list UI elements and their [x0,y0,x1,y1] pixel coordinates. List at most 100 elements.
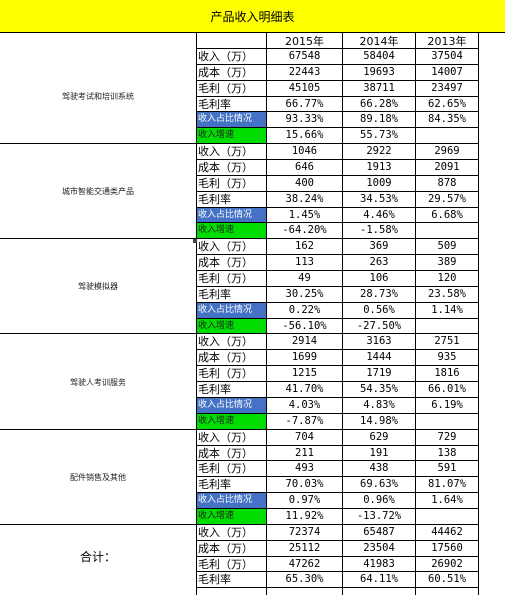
value-cell[interactable]: 629 [369,430,389,443]
row-label[interactable]: 收入占比情况 [197,397,266,413]
value-cell[interactable]: 878 [437,176,457,189]
value-cell[interactable] [416,319,478,334]
year-header-2013[interactable]: 2013年 [427,34,467,48]
value-cell[interactable]: 25112 [288,541,321,554]
value-cell[interactable]: 729 [437,430,457,443]
row-label[interactable]: 收入增速 [197,508,266,524]
fill-handle[interactable] [193,239,197,243]
value-cell[interactable]: 69.63% [360,478,398,491]
value-cell[interactable]: 11.92% [285,509,324,522]
value-cell[interactable]: 65487 [363,525,395,538]
value-cell[interactable]: 1816 [434,367,460,380]
value-cell[interactable]: 22443 [288,65,321,78]
row-label[interactable]: 收入占比情况 [197,302,266,318]
table-title[interactable]: 产品收入明细表 [0,0,505,33]
value-cell[interactable]: 263 [369,256,389,269]
row-label[interactable]: 毛利率 [198,287,231,301]
row-label[interactable]: 毛利率 [198,192,231,206]
value-cell[interactable]: 4.03% [288,398,321,411]
row-label[interactable]: 收入（万） [198,430,253,444]
value-cell[interactable]: 1444 [366,351,392,364]
value-cell[interactable] [416,509,478,524]
group-label[interactable]: 驾驶模拟器 [78,282,118,292]
value-cell[interactable]: -1.58% [360,224,398,237]
value-cell[interactable]: 23497 [431,81,463,94]
value-cell[interactable]: 66.77% [285,97,324,110]
row-label[interactable]: 毛利（万） [198,176,253,190]
group-label[interactable]: 驾驶考试和培训系统 [62,92,134,102]
value-cell[interactable]: 67548 [288,50,321,62]
value-cell[interactable]: 1913 [366,161,392,174]
row-label[interactable]: 毛利（万） [198,462,253,476]
row-label[interactable]: 收入占比情况 [197,493,266,508]
value-cell[interactable]: 1.64% [431,494,463,507]
value-cell[interactable]: -7.87% [285,414,324,427]
value-cell[interactable]: 89.18% [360,113,398,126]
value-cell[interactable]: 19693 [363,65,395,78]
value-cell[interactable]: 6.19% [431,398,463,411]
group-label[interactable]: 合计： [79,550,116,565]
value-cell[interactable] [416,414,478,429]
value-cell[interactable]: 2091 [434,161,460,174]
value-cell[interactable]: 1719 [366,367,392,380]
value-cell[interactable]: 28.73% [360,287,398,300]
value-cell[interactable]: 1046 [291,145,318,158]
value-cell[interactable]: 14007 [431,65,463,78]
value-cell[interactable]: 211 [295,446,314,459]
value-cell[interactable]: 41.70% [285,383,324,396]
value-cell[interactable]: -56.10% [282,319,327,332]
value-cell[interactable]: 60.51% [428,573,466,586]
value-cell[interactable]: 0.22% [288,303,321,316]
value-cell[interactable]: 37504 [431,50,463,62]
row-label[interactable]: 收入（万） [198,50,253,63]
row-label[interactable]: 毛利（万） [198,367,253,381]
value-cell[interactable] [416,223,478,238]
value-cell[interactable]: 0.96% [363,494,395,507]
value-cell[interactable]: 72374 [288,525,321,538]
value-cell[interactable]: 49 [298,272,311,285]
value-cell[interactable]: 4.83% [363,398,395,411]
value-cell[interactable]: 4.46% [363,208,395,221]
row-label[interactable]: 收入占比情况 [197,112,266,128]
value-cell[interactable]: 41983 [363,557,395,570]
value-cell[interactable]: 113 [295,256,314,269]
row-label[interactable]: 成本（万） [198,161,253,175]
value-cell[interactable]: 3163 [366,335,392,348]
row-label[interactable]: 收入（万） [198,525,253,539]
value-cell[interactable]: 1215 [291,367,318,380]
value-cell[interactable]: 14.98% [360,414,398,427]
value-cell[interactable]: 2969 [434,145,460,158]
value-cell[interactable]: 58404 [363,50,395,62]
value-cell[interactable]: 2922 [366,145,392,158]
year-header-2014[interactable]: 2014年 [359,34,399,48]
value-cell[interactable]: 47262 [288,557,321,570]
value-cell[interactable]: 62.65% [428,97,466,110]
value-cell[interactable]: 17560 [431,541,463,554]
value-cell[interactable]: 38711 [363,81,395,94]
value-cell[interactable]: 120 [437,272,457,285]
value-cell[interactable]: 591 [437,462,457,475]
value-cell[interactable]: 400 [295,176,314,189]
value-cell[interactable]: 369 [369,240,389,253]
row-label[interactable]: 毛利率 [198,478,231,492]
row-label[interactable]: 毛利率 [198,573,231,587]
row-label[interactable]: 收入（万） [198,335,253,349]
value-cell[interactable]: 65.30% [285,573,324,586]
year-header-2015[interactable]: 2015年 [285,34,324,48]
value-cell[interactable]: 162 [295,240,314,253]
row-label[interactable]: 成本（万） [198,256,253,270]
value-cell[interactable]: 34.53% [360,192,398,205]
value-cell[interactable]: -13.72% [356,509,402,522]
row-label[interactable]: 收入增速 [197,318,266,334]
value-cell[interactable]: 509 [437,240,457,253]
value-cell[interactable]: 646 [295,161,314,174]
value-cell[interactable]: 0.97% [288,494,321,507]
value-cell[interactable]: 1699 [291,351,318,364]
group-label[interactable]: 驾驶人考训服务 [70,377,126,387]
value-cell[interactable]: 191 [369,446,389,459]
row-label[interactable]: 收入占比情况 [197,207,266,223]
row-label[interactable]: 毛利（万） [198,557,253,571]
value-cell[interactable]: 38.24% [285,192,324,205]
row-label[interactable]: 毛利率 [198,97,231,111]
value-cell[interactable]: 44462 [431,525,463,538]
